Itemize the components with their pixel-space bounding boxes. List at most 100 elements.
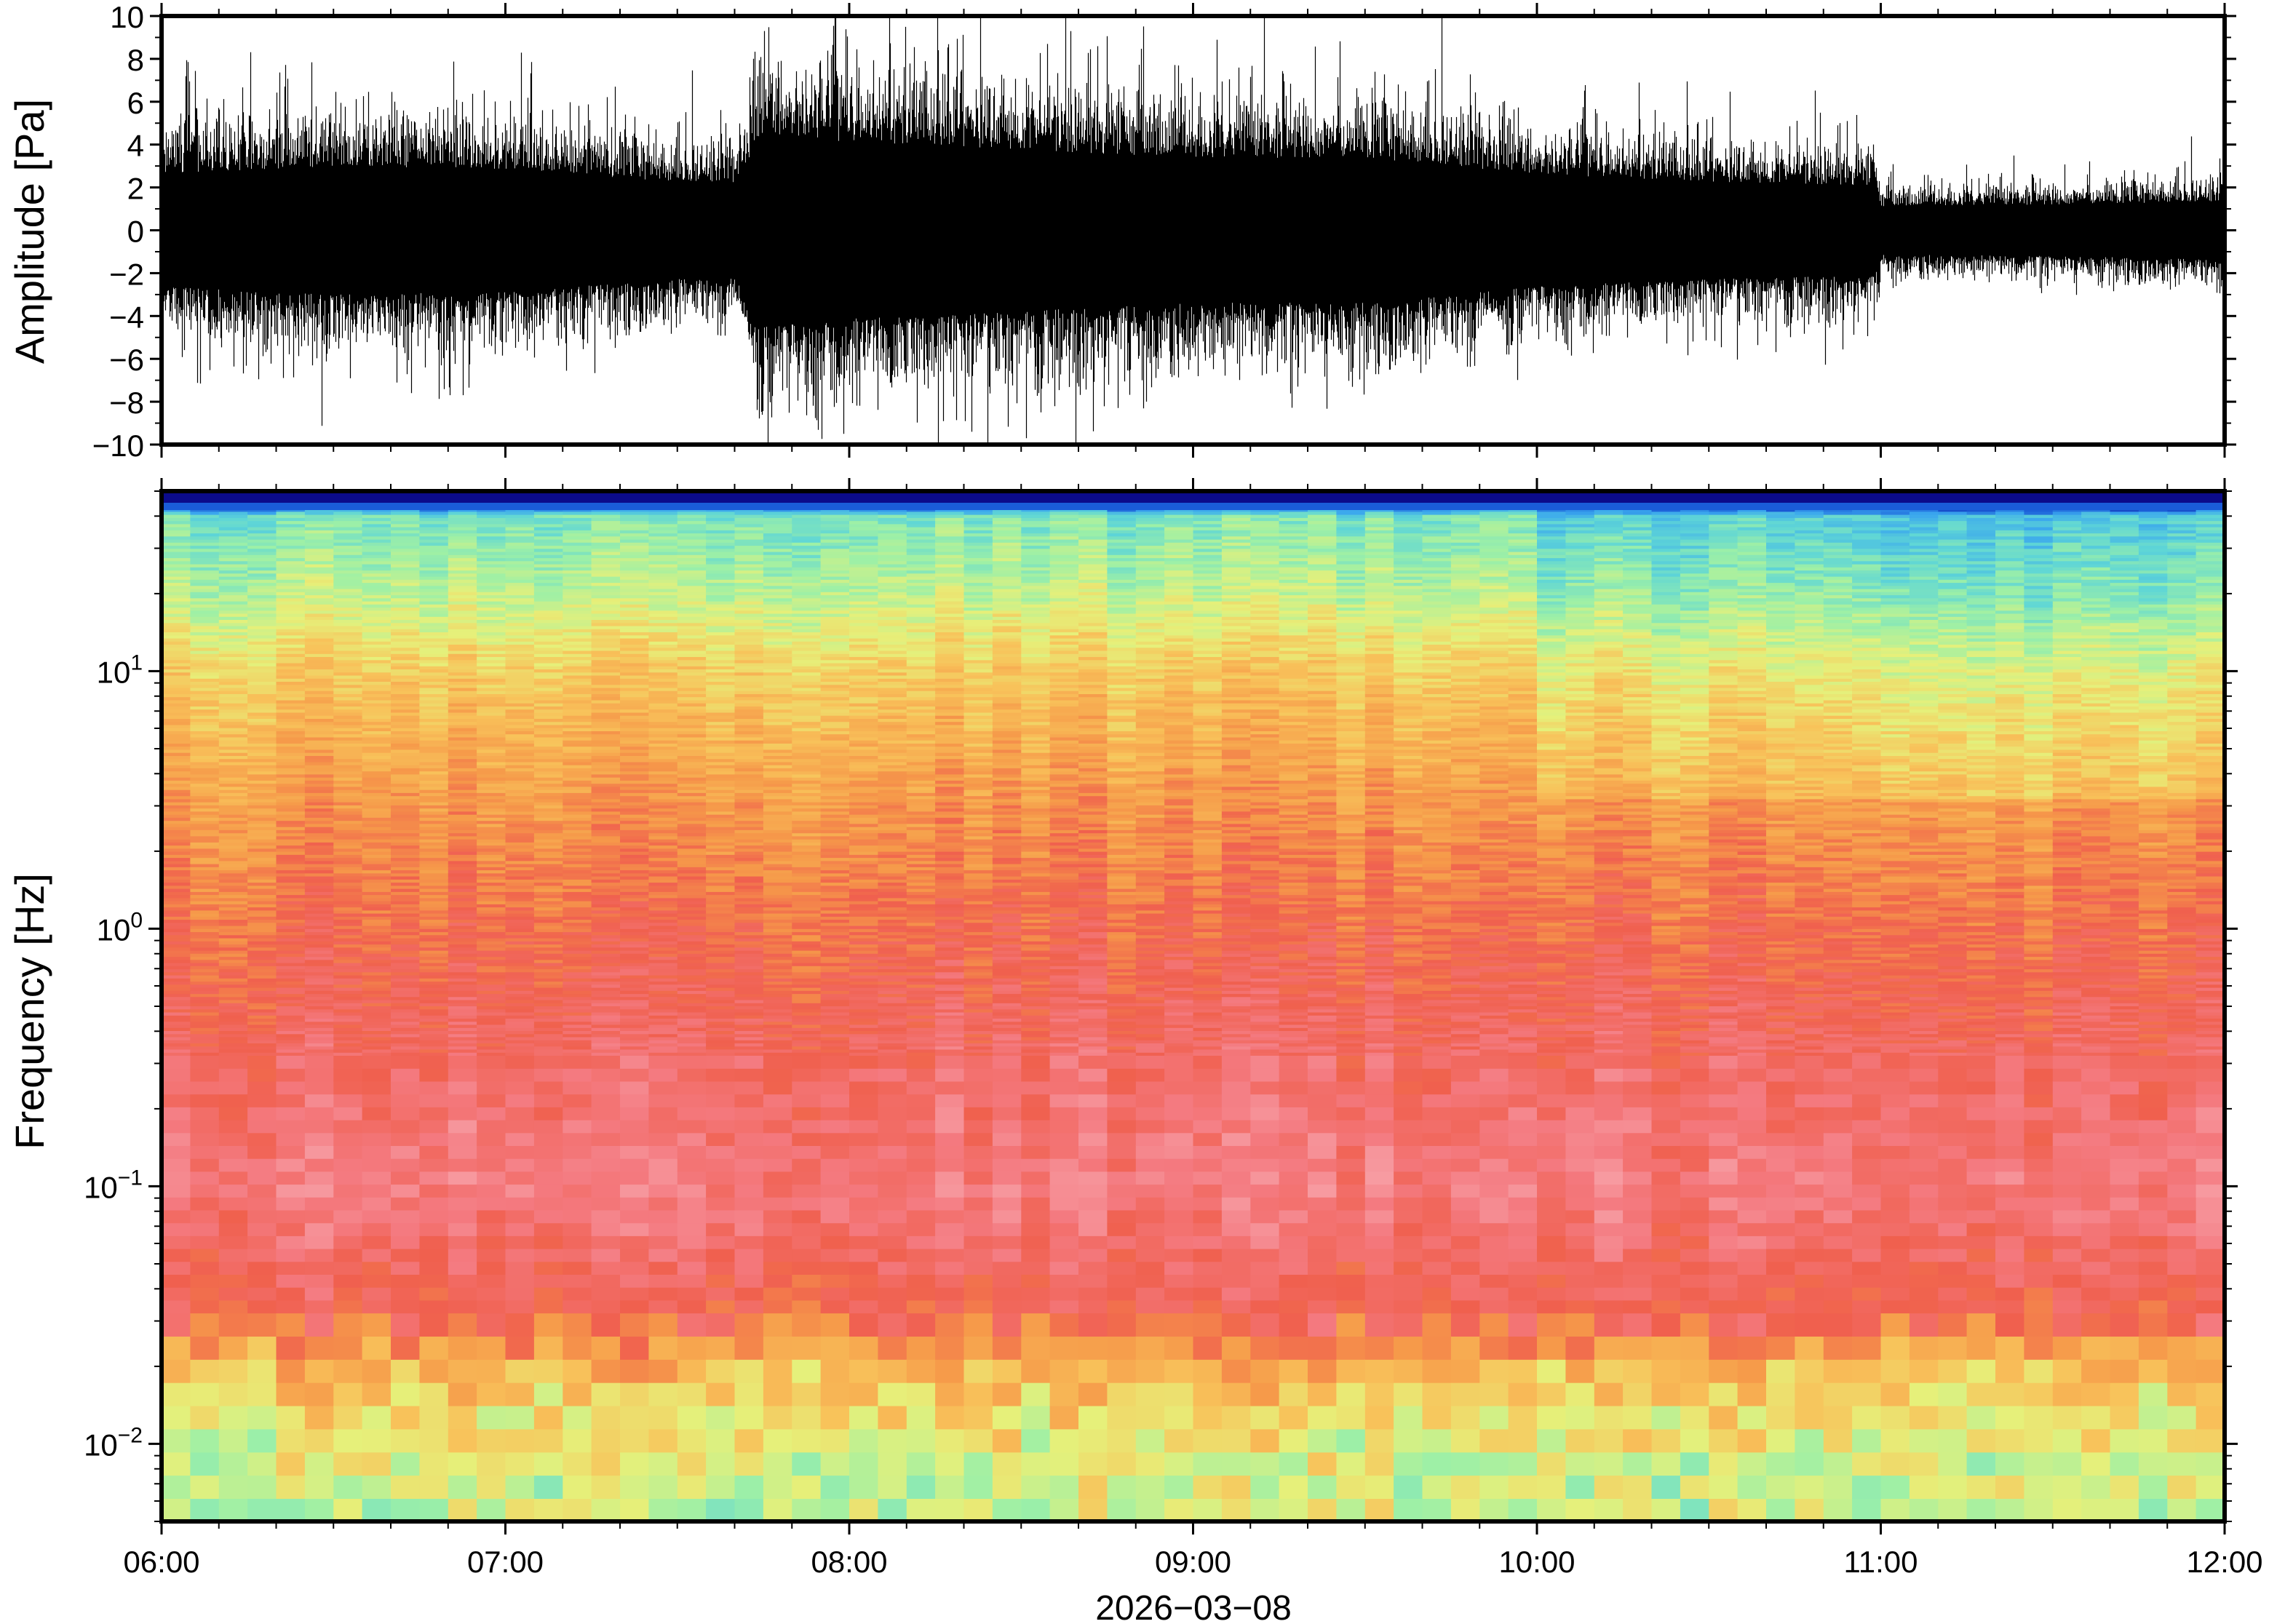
spectrogram-cell bbox=[505, 523, 535, 528]
spectrogram-cell bbox=[190, 706, 220, 710]
spectrogram-cell bbox=[419, 953, 449, 958]
spectrogram-cell bbox=[792, 681, 822, 685]
spectrogram-cell bbox=[677, 1011, 707, 1016]
spectrogram-cell bbox=[304, 909, 335, 914]
spectrogram-cell bbox=[477, 1052, 506, 1056]
spectrogram-cell bbox=[247, 817, 277, 821]
spectrogram-cell bbox=[734, 835, 764, 840]
spectrogram-cell bbox=[333, 1006, 363, 1010]
spectrogram-cell bbox=[391, 845, 421, 849]
spectrogram-cell bbox=[563, 897, 592, 901]
spectrogram-cell bbox=[333, 1008, 363, 1013]
spectrogram-cell bbox=[276, 1003, 306, 1006]
spectrogram-cell bbox=[448, 1068, 477, 1082]
spectrogram-cell bbox=[362, 872, 392, 877]
spectrogram-cell bbox=[448, 811, 477, 815]
spectrogram-cell bbox=[734, 1313, 764, 1337]
spectrogram-cell bbox=[533, 514, 564, 518]
spectrogram-cell bbox=[477, 829, 506, 834]
spectrogram-cell bbox=[533, 681, 564, 685]
spectrogram-cell bbox=[648, 746, 678, 750]
spectrogram-cell bbox=[333, 557, 363, 562]
spectrogram-cell bbox=[419, 971, 449, 976]
spectrogram-cell bbox=[648, 731, 678, 735]
spectrogram-cell bbox=[533, 937, 564, 942]
spectrogram-cell bbox=[620, 928, 650, 933]
spectrogram-cell bbox=[505, 974, 535, 979]
spectrogram-cell bbox=[734, 888, 764, 892]
spectrogram-cell bbox=[162, 743, 191, 747]
spectrogram-cell bbox=[162, 1184, 191, 1198]
spectrogram-cell bbox=[190, 1024, 220, 1028]
spectrogram-cell bbox=[533, 610, 564, 614]
spectrogram-cell bbox=[247, 1235, 277, 1249]
spectrogram-cell bbox=[276, 567, 306, 571]
spectrogram-cell bbox=[304, 721, 335, 725]
spectrogram-cell bbox=[533, 912, 564, 917]
spectrogram-cell bbox=[763, 533, 793, 537]
spectrogram-cell bbox=[448, 709, 477, 713]
spectrogram-cell bbox=[218, 999, 248, 1003]
spectrogram-cell bbox=[162, 999, 191, 1003]
spectrogram-cell bbox=[333, 869, 363, 874]
spectrogram-cell bbox=[162, 912, 191, 917]
spectrogram-cell bbox=[362, 829, 392, 834]
spectrogram-cell bbox=[477, 1452, 506, 1476]
spectrogram-cell bbox=[505, 592, 535, 596]
spectrogram-cell bbox=[218, 925, 248, 929]
spectrogram-cell bbox=[391, 999, 421, 1003]
spectrogram-cell bbox=[591, 672, 621, 676]
spectrogram-cell bbox=[533, 1046, 564, 1050]
spectrogram-cell bbox=[505, 1498, 535, 1522]
spectrogram-cell bbox=[533, 1080, 564, 1095]
spectrogram-cell bbox=[763, 885, 793, 889]
spectrogram-cell bbox=[677, 1046, 707, 1050]
spectrogram-cell bbox=[477, 684, 506, 688]
spectrogram-cell bbox=[448, 1003, 477, 1006]
spectrogram-cell bbox=[648, 1336, 678, 1360]
spectrogram-cell bbox=[419, 659, 449, 664]
spectrogram-cell bbox=[448, 1015, 477, 1019]
spectrogram-cell bbox=[448, 1048, 477, 1053]
spectrogram-cell bbox=[677, 622, 707, 626]
spectrogram-cell bbox=[333, 947, 363, 951]
spectrogram-cell bbox=[477, 594, 506, 599]
spectrogram-cell bbox=[333, 1119, 363, 1134]
spectrogram-cell bbox=[734, 520, 764, 525]
spectrogram-cell bbox=[391, 888, 421, 892]
spectrogram-cell bbox=[190, 1452, 220, 1476]
spectrogram-cell bbox=[533, 629, 564, 632]
spectrogram-cell bbox=[391, 1027, 421, 1031]
spectrogram-cell bbox=[505, 1274, 535, 1288]
spectrogram-cell bbox=[706, 600, 736, 605]
spectrogram-cell bbox=[218, 684, 248, 688]
spectrogram-cell bbox=[734, 1015, 764, 1019]
spectrogram-cell bbox=[620, 570, 650, 574]
spectrogram-cell bbox=[419, 678, 449, 682]
spectrogram-cell bbox=[591, 996, 621, 1000]
spectrogram-cell bbox=[477, 1428, 506, 1453]
spectrogram-cell bbox=[419, 1235, 449, 1249]
spectrogram-cell bbox=[734, 563, 764, 568]
spectrogram-cell bbox=[563, 1040, 592, 1043]
spectrogram-cell bbox=[276, 1036, 306, 1040]
spectrogram-cell bbox=[563, 872, 592, 877]
spectrogram-cell bbox=[391, 1452, 421, 1476]
spectrogram-cell bbox=[333, 786, 363, 790]
spectrogram-cell bbox=[247, 696, 277, 701]
spectrogram-cell bbox=[218, 1222, 248, 1236]
spectrogram-cell bbox=[477, 1286, 506, 1301]
spectrogram-cell bbox=[477, 1021, 506, 1025]
spectrogram-cell bbox=[734, 718, 764, 723]
spectrogram-cell bbox=[276, 875, 306, 880]
spectrogram-cell bbox=[763, 820, 793, 824]
spectrogram-cell bbox=[391, 1336, 421, 1360]
spectrogram-cell bbox=[190, 1006, 220, 1010]
spectrogram-cell bbox=[247, 1011, 277, 1016]
spectrogram-cell bbox=[391, 662, 421, 666]
spectrogram-cell bbox=[362, 1027, 392, 1031]
spectrogram-cell bbox=[505, 780, 535, 784]
spectrogram-cell bbox=[763, 644, 793, 648]
spectrogram-cell bbox=[677, 990, 707, 995]
spectrogram-cell bbox=[362, 1024, 392, 1028]
